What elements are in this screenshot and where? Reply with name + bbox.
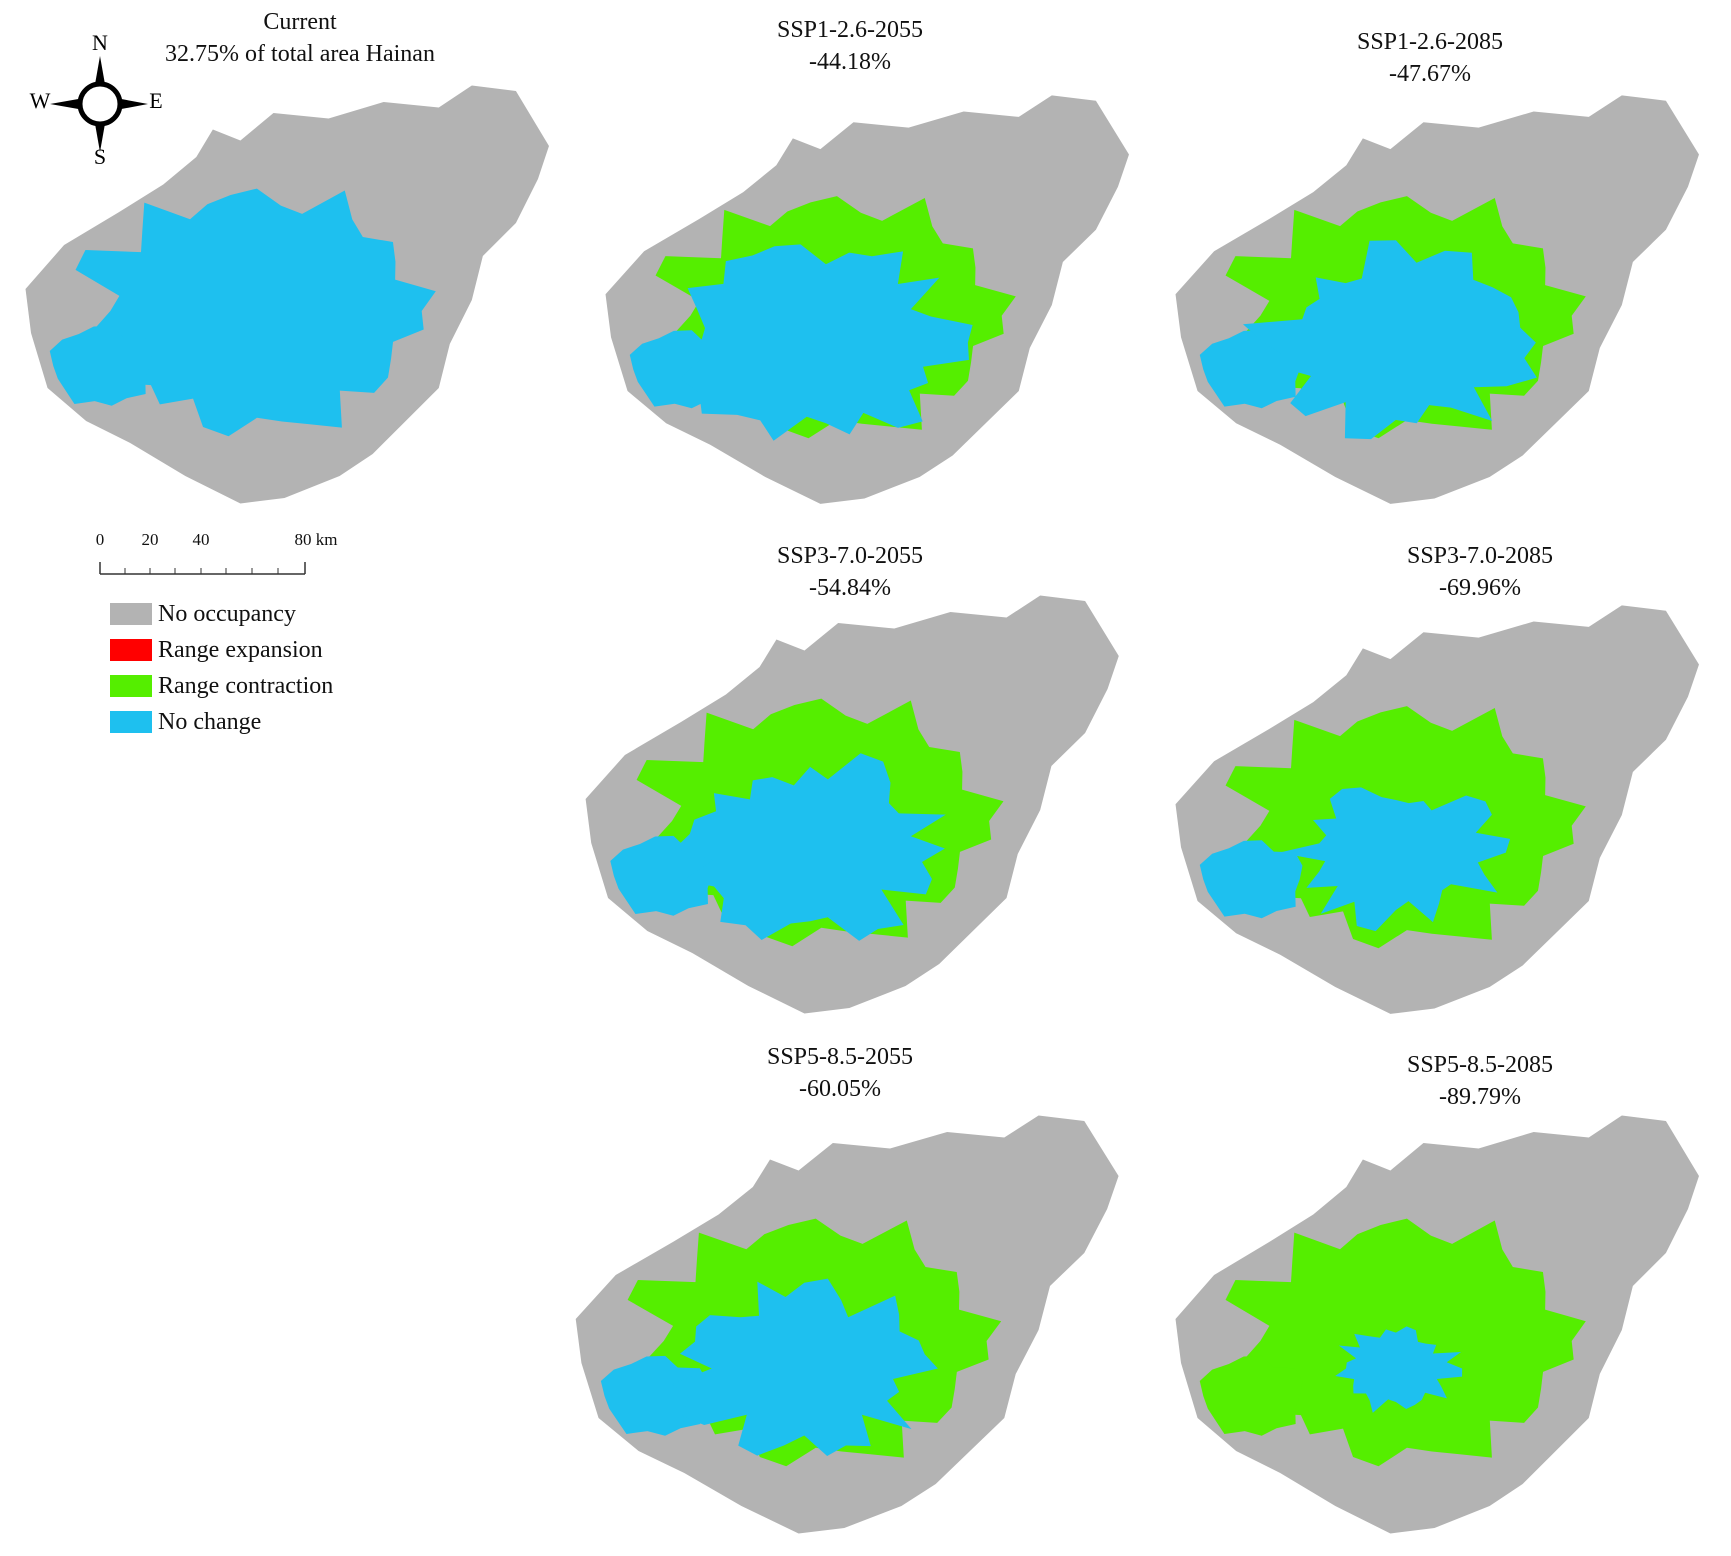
map-panel-current: Current 32.75% of total area Hainan (0, 0, 570, 520)
map-panel-ssp126-2055: SSP1-2.6-2055 -44.18% (580, 0, 1140, 520)
hainan-map (1175, 605, 1699, 1014)
scale-ruler (99, 562, 306, 575)
west-range-area (49, 325, 153, 406)
map-panel-ssp370-2055: SSP3-7.0-2055 -54.84% (570, 530, 1140, 1030)
west-range-area (600, 1355, 708, 1436)
compass-east-label: E (149, 88, 162, 113)
legend-label: Range contraction (158, 672, 334, 699)
no-change-area (680, 244, 973, 441)
legend-item-range-contraction: Range contraction (110, 668, 333, 704)
map-value-label: 32.75% of total area Hainan (165, 41, 435, 67)
map-scenario-label: Current (263, 9, 337, 35)
west-range-area (1199, 840, 1303, 919)
scale-label-0: 0 (95, 530, 105, 549)
hainan-map (575, 1115, 1119, 1534)
legend-swatch (110, 675, 152, 697)
no-change-area (674, 753, 946, 941)
map-value-label: -47.67% (1389, 61, 1471, 87)
legend-label: No change (158, 708, 262, 735)
hainan-map (25, 85, 549, 504)
map-panel-ssp585-2055: SSP5-8.5-2055 -60.05% (570, 1035, 1140, 1550)
hainan-map (605, 95, 1129, 504)
map-title: SSP5-8.5-2055 -60.05% (710, 1041, 970, 1105)
map-value-label: -54.84% (809, 575, 891, 601)
map-value-label: -44.18% (809, 49, 891, 75)
legend-item-no-occupancy: No occupancy (110, 596, 333, 632)
north-arrow-compass: N S W E (30, 30, 163, 169)
map-value-label: -60.05% (799, 1076, 881, 1102)
hainan-map (1175, 1115, 1699, 1534)
scale-label-20: 20 (141, 530, 159, 549)
legend-swatch (110, 603, 152, 625)
map-value-label: -69.96% (1439, 575, 1521, 601)
map-title: SSP5-8.5-2085 -89.79% (1350, 1049, 1610, 1113)
map-title: SSP3-7.0-2085 -69.96% (1350, 540, 1610, 604)
legend-label: Range expansion (158, 636, 323, 663)
no-change-area (671, 1278, 938, 1457)
compass-south-label: S (94, 144, 106, 169)
compass-icon (50, 56, 148, 152)
legend-label: No occupancy (158, 600, 296, 627)
legend-item-no-change: No change (110, 704, 333, 740)
map-title: Current 32.75% of total area Hainan (160, 6, 440, 70)
map-scenario-label: SSP3-7.0-2055 (776, 543, 924, 569)
legend: No occupancy Range expansion Range contr… (110, 596, 333, 740)
scale-label-40: 40 (192, 530, 210, 549)
legend-swatch (110, 711, 152, 733)
west-range-area (610, 835, 715, 916)
map-title: SSP1-2.6-2085 -47.67% (1300, 26, 1560, 90)
hainan-map (585, 595, 1119, 1014)
compass-north-label: N (92, 30, 108, 55)
map-panel-ssp126-2085: SSP1-2.6-2085 -47.67% (1150, 0, 1720, 520)
no-change-area (1335, 1326, 1463, 1413)
map-scenario-label: SSP1-2.6-2055 (776, 17, 924, 43)
map-scenario-label: SSP5-8.5-2085 (1406, 1052, 1554, 1078)
compass-west-label: W (30, 88, 51, 113)
map-panel-ssp370-2085: SSP3-7.0-2085 -69.96% (1150, 530, 1720, 1030)
map-title: SSP1-2.6-2055 -44.18% (720, 14, 980, 78)
no-change-area (1242, 240, 1537, 440)
map-title: SSP3-7.0-2055 -54.84% (720, 540, 980, 604)
no-change-area (1279, 787, 1511, 932)
west-range-area (1199, 1355, 1303, 1436)
map-scenario-label: SSP1-2.6-2085 (1356, 29, 1504, 55)
map-scenario-label: SSP3-7.0-2085 (1406, 543, 1554, 569)
map-panel-ssp585-2085: SSP5-8.5-2085 -89.79% (1150, 1035, 1720, 1550)
hainan-map (1175, 95, 1699, 504)
scale-bar: 0 20 40 80 km (90, 530, 350, 580)
legend-item-range-expansion: Range expansion (110, 632, 333, 668)
map-scenario-label: SSP5-8.5-2055 (766, 1044, 914, 1070)
scale-label-80: 80 km (294, 530, 338, 549)
map-value-label: -89.79% (1439, 1084, 1521, 1110)
legend-swatch (110, 639, 152, 661)
no-change-area (75, 188, 436, 437)
